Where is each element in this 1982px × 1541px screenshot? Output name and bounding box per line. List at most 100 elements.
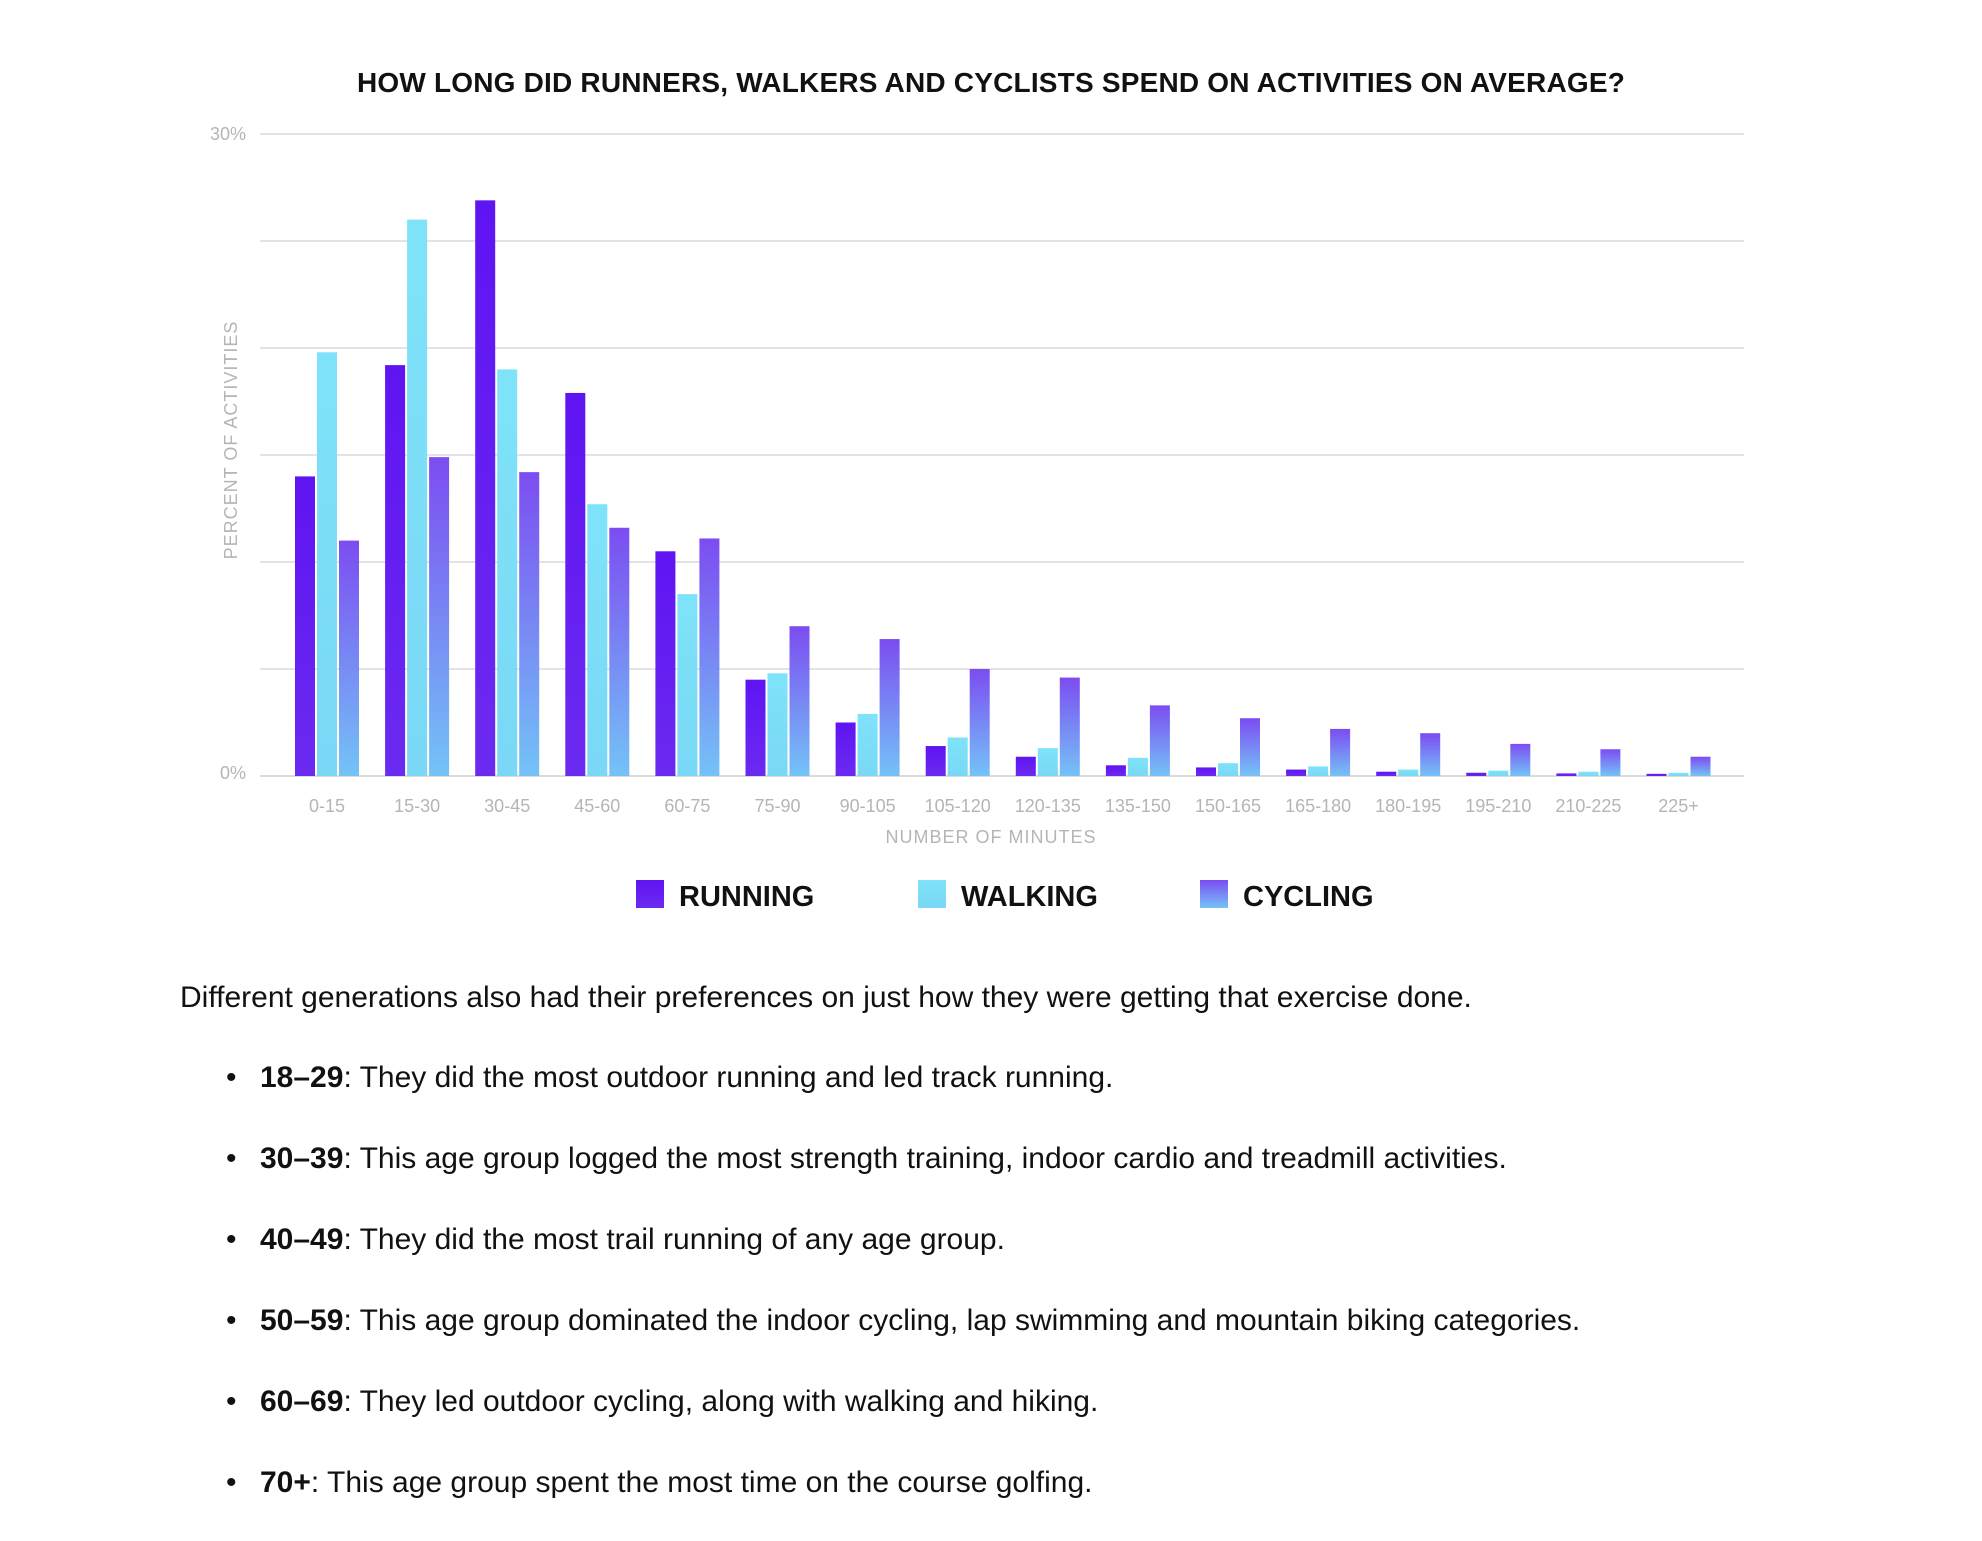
bar-walking-165-180	[1308, 766, 1329, 776]
bar-walking-195-210	[1488, 770, 1509, 776]
x-tick-label: 75-90	[754, 796, 800, 816]
bar-running-75-90	[745, 679, 766, 776]
x-tick-label: 135-150	[1105, 796, 1171, 816]
legend-label-walking: WALKING	[961, 881, 1098, 913]
bar-walking-60-75	[677, 594, 698, 776]
bar-cycling-105-120	[969, 669, 990, 776]
bar-cycling-60-75	[699, 538, 720, 776]
bar-walking-210-225	[1578, 771, 1599, 776]
x-axis-label: NUMBER OF MINUTES	[885, 827, 1096, 847]
bar-walking-45-60	[587, 504, 608, 776]
bar-running-180-195	[1376, 771, 1397, 776]
bar-cycling-15-30	[429, 457, 450, 776]
bar-cycling-30-45	[519, 472, 540, 776]
item-text: : They led outdoor cycling, along with w…	[343, 1385, 1099, 1418]
bullet: •	[226, 1223, 237, 1256]
legend-label-running: RUNNING	[679, 881, 814, 913]
x-tick-label: 120-135	[1015, 796, 1081, 816]
bar-walking-90-105	[857, 713, 878, 776]
age-label: 60–69	[260, 1385, 344, 1418]
bar-walking-75-90	[767, 673, 788, 776]
x-tick-label: 30-45	[484, 796, 530, 816]
x-tick-label: 90-105	[840, 796, 896, 816]
bar-walking-225+	[1668, 772, 1689, 776]
y-axis-label: PERCENT OF ACTIVITIES	[221, 321, 241, 560]
age-label: 40–49	[260, 1223, 344, 1256]
bar-cycling-45-60	[609, 527, 630, 776]
bar-running-60-75	[655, 551, 676, 776]
age-label: 30–39	[260, 1142, 344, 1175]
bar-cycling-150-165	[1240, 718, 1260, 776]
bar-running-210-225	[1556, 773, 1577, 776]
age-label: 50–59	[260, 1304, 344, 1337]
x-tick-labels: 0-15 15-30 30-45 45-60 60-75 75-90 90-105 105-1…	[309, 796, 1699, 816]
item-text: : This age group dominated the indoor cy…	[343, 1304, 1581, 1337]
bar-running-0-15	[295, 476, 315, 776]
bar-walking-135-150	[1127, 757, 1148, 776]
list-item: • 18–29: They did the most outdoor runnin…	[226, 1055, 1900, 1101]
bar-walking-105-120	[947, 737, 968, 776]
x-tick-label: 60-75	[664, 796, 710, 816]
x-tick-label: 150-165	[1195, 796, 1261, 816]
bar-cycling-75-90	[789, 626, 810, 776]
age-label: 18–29	[260, 1061, 344, 1094]
bar-chart: HOW LONG DID RUNNERS, WALKERS AND CYCLIS…	[210, 67, 1744, 913]
item-text: : This age group logged the most strengt…	[343, 1142, 1507, 1175]
list-item: • 50–59: This age group dominated the ind…	[226, 1298, 1900, 1344]
x-tick-label: 195-210	[1465, 796, 1531, 816]
legend-swatch-cycling	[1200, 880, 1228, 908]
y-tick-label-top: 30%	[210, 124, 246, 144]
bullet: •	[226, 1061, 237, 1094]
legend-label-cycling: CYCLING	[1243, 881, 1374, 913]
bar-running-135-150	[1105, 765, 1126, 776]
legend-swatch-running	[636, 880, 664, 908]
bar-cycling-225+	[1690, 756, 1711, 776]
bar-cycling-120-135	[1059, 677, 1080, 776]
item-text: : They did the most outdoor running and …	[343, 1061, 1114, 1094]
chart-title: HOW LONG DID RUNNERS, WALKERS AND CYCLIS…	[357, 67, 1625, 98]
intro-paragraph: Different generations also had their pre…	[180, 981, 1472, 1014]
item-text: : This age group spent the most time on …	[310, 1466, 1093, 1499]
legend: RUNNING WALKING CYCLING	[636, 880, 1374, 913]
legend-swatch-walking	[918, 880, 946, 908]
bar-running-165-180	[1286, 769, 1307, 776]
x-tick-label: 210-225	[1555, 796, 1621, 816]
x-tick-label: 45-60	[574, 796, 620, 816]
x-tick-label: 225+	[1658, 796, 1699, 816]
bar-running-195-210	[1466, 772, 1487, 776]
bar-cycling-90-105	[879, 639, 900, 776]
age-label: 70+	[260, 1466, 311, 1499]
bar-walking-150-165	[1218, 763, 1238, 776]
bullet: •	[226, 1385, 237, 1418]
age-group-list: • 18–29: They did the most outdoor runnin…	[180, 1055, 1900, 1506]
bar-cycling-180-195	[1420, 733, 1441, 776]
y-tick-label-bottom: 0%	[220, 763, 246, 783]
x-tick-label: 105-120	[925, 796, 991, 816]
list-item: • 40–49: They did the most trail running …	[226, 1217, 1900, 1263]
list-item: • 30–39: This age group logged the most s…	[226, 1136, 1900, 1182]
item-text: : They did the most trail running of any…	[343, 1223, 1005, 1256]
bullet: •	[226, 1466, 237, 1499]
article-body: Different generations also had their pre…	[180, 975, 1900, 1541]
bar-running-225+	[1646, 773, 1667, 776]
bar-running-30-45	[475, 200, 496, 777]
bar-cycling-210-225	[1600, 749, 1621, 776]
x-tick-label: 0-15	[309, 796, 345, 816]
list-item: • 60–69: They led outdoor cycling, along …	[226, 1379, 1900, 1425]
bar-walking-15-30	[407, 219, 428, 777]
bar-cycling-0-15	[339, 540, 359, 776]
bullet: •	[226, 1304, 237, 1337]
bar-running-90-105	[835, 722, 856, 776]
bar-running-15-30	[385, 365, 406, 776]
x-tick-label: 15-30	[394, 796, 440, 816]
bar-running-105-120	[925, 746, 946, 776]
bar-walking-30-45	[497, 369, 518, 776]
list-item: • 70+: This age group spent the most time…	[226, 1460, 1900, 1506]
bar-running-120-135	[1015, 756, 1036, 776]
bar-running-150-165	[1196, 767, 1216, 776]
x-tick-label: 180-195	[1375, 796, 1441, 816]
bar-running-45-60	[565, 392, 586, 776]
bar-cycling-135-150	[1149, 705, 1170, 776]
bar-walking-0-15	[317, 352, 337, 776]
bar-cycling-195-210	[1510, 743, 1531, 776]
